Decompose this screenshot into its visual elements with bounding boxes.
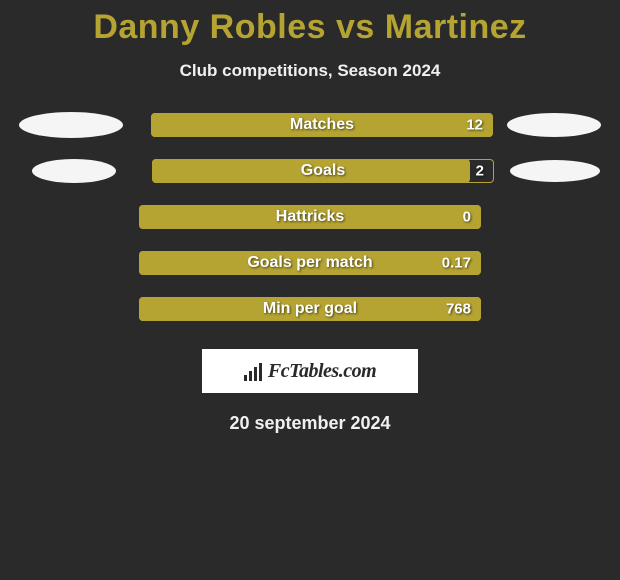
stat-label: Matches: [290, 116, 354, 134]
date-label: 20 september 2024: [0, 413, 620, 434]
stat-value: 768: [446, 301, 471, 318]
page-title: Danny Robles vs Martinez: [0, 8, 620, 47]
player-marker-right: [510, 160, 600, 182]
stat-rows: Matches 12 Goals 2 Hattricks 0 Goals per match…: [0, 113, 620, 321]
stat-bar: Goals 2: [152, 159, 494, 183]
stat-bar: Min per goal 768: [139, 297, 481, 321]
stat-value: 12: [466, 117, 483, 134]
player-marker-right: [507, 113, 601, 137]
player-marker-left: [32, 159, 116, 183]
stat-label: Min per goal: [263, 300, 357, 318]
stat-bar: Hattricks 0: [139, 205, 481, 229]
stat-row: Goals per match 0.17: [0, 251, 620, 275]
comparison-infographic: Danny Robles vs Martinez Club competitio…: [0, 0, 620, 434]
stat-bar: Goals per match 0.17: [139, 251, 481, 275]
stat-row: Min per goal 768: [0, 297, 620, 321]
stat-label: Goals per match: [247, 254, 372, 272]
logo-bars-icon: [244, 361, 262, 381]
player-marker-left: [19, 112, 123, 138]
subtitle: Club competitions, Season 2024: [0, 61, 620, 81]
stat-value: 0.17: [442, 255, 471, 272]
stat-bar: Matches 12: [151, 113, 493, 137]
stat-row: Goals 2: [0, 159, 620, 183]
logo-text: FcTables.com: [268, 360, 376, 383]
stat-label: Hattricks: [276, 208, 344, 226]
logo-box: FcTables.com: [202, 349, 418, 393]
stat-value: 2: [476, 163, 484, 180]
stat-row: Hattricks 0: [0, 205, 620, 229]
stat-value: 0: [463, 209, 471, 226]
stat-row: Matches 12: [0, 113, 620, 137]
stat-label: Goals: [301, 162, 345, 180]
logo: FcTables.com: [244, 360, 376, 383]
